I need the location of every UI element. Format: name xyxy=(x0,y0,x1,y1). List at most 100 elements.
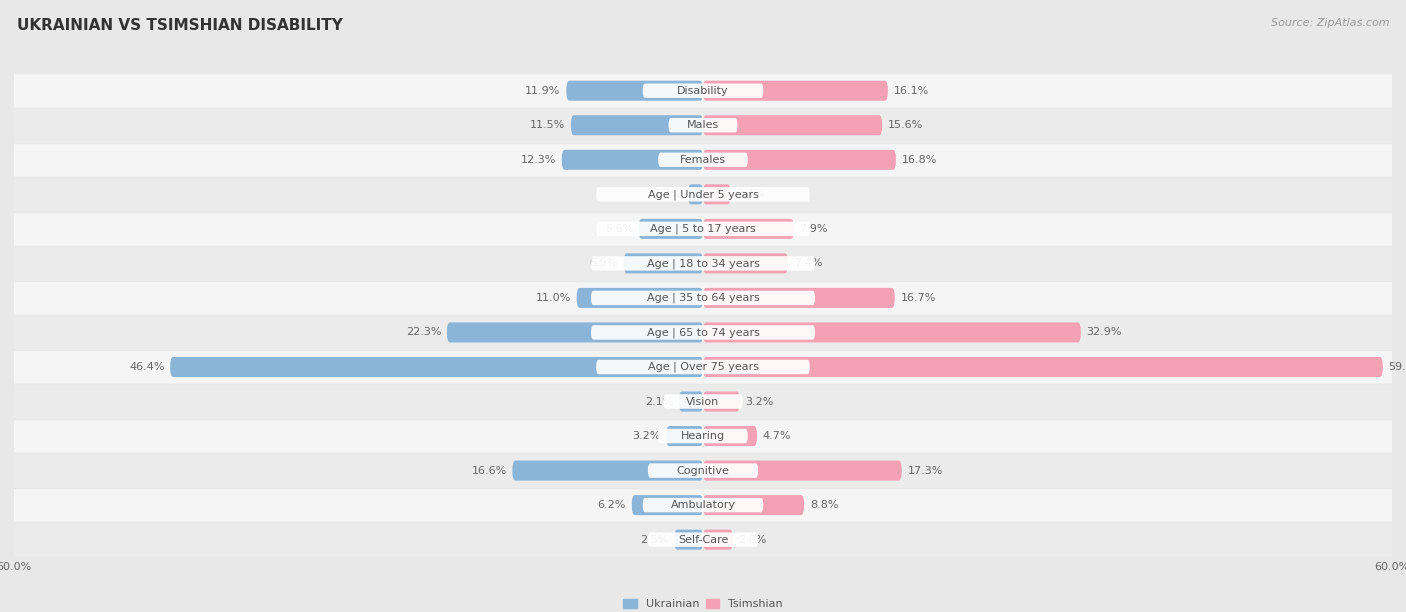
FancyBboxPatch shape xyxy=(591,291,815,305)
FancyBboxPatch shape xyxy=(703,357,1382,377)
FancyBboxPatch shape xyxy=(591,256,815,271)
Bar xyxy=(14,349,1392,384)
Text: 3.2%: 3.2% xyxy=(745,397,773,406)
FancyBboxPatch shape xyxy=(703,288,894,308)
Text: 2.6%: 2.6% xyxy=(738,535,766,545)
Text: 8.8%: 8.8% xyxy=(810,500,838,510)
FancyBboxPatch shape xyxy=(631,495,703,515)
Text: 11.5%: 11.5% xyxy=(530,120,565,130)
Legend: Ukrainian, Tsimshian: Ukrainian, Tsimshian xyxy=(623,599,783,610)
Text: 17.3%: 17.3% xyxy=(907,466,943,476)
FancyBboxPatch shape xyxy=(591,325,815,340)
Text: 15.6%: 15.6% xyxy=(887,120,924,130)
Text: Vision: Vision xyxy=(686,397,720,406)
FancyBboxPatch shape xyxy=(562,150,703,170)
Bar xyxy=(14,384,1392,419)
FancyBboxPatch shape xyxy=(688,184,703,204)
Text: 5.6%: 5.6% xyxy=(605,224,633,234)
FancyBboxPatch shape xyxy=(703,392,740,411)
Text: Males: Males xyxy=(688,120,718,130)
Text: Age | Over 75 years: Age | Over 75 years xyxy=(648,362,758,372)
FancyBboxPatch shape xyxy=(648,463,758,478)
Text: 6.2%: 6.2% xyxy=(598,500,626,510)
Text: 1.3%: 1.3% xyxy=(654,189,682,200)
FancyBboxPatch shape xyxy=(596,360,810,374)
FancyBboxPatch shape xyxy=(679,392,703,411)
FancyBboxPatch shape xyxy=(703,426,756,446)
FancyBboxPatch shape xyxy=(170,357,703,377)
Text: UKRAINIAN VS TSIMSHIAN DISABILITY: UKRAINIAN VS TSIMSHIAN DISABILITY xyxy=(17,18,343,34)
FancyBboxPatch shape xyxy=(675,529,703,550)
FancyBboxPatch shape xyxy=(703,184,731,204)
Text: 22.3%: 22.3% xyxy=(406,327,441,337)
FancyBboxPatch shape xyxy=(658,152,748,167)
Text: 16.1%: 16.1% xyxy=(894,86,929,95)
FancyBboxPatch shape xyxy=(703,461,901,480)
FancyBboxPatch shape xyxy=(624,253,703,274)
Text: Self-Care: Self-Care xyxy=(678,535,728,545)
FancyBboxPatch shape xyxy=(703,150,896,170)
Text: 16.6%: 16.6% xyxy=(471,466,506,476)
FancyBboxPatch shape xyxy=(596,222,810,236)
FancyBboxPatch shape xyxy=(703,219,794,239)
Text: 3.2%: 3.2% xyxy=(633,431,661,441)
Text: 2.4%: 2.4% xyxy=(737,189,765,200)
FancyBboxPatch shape xyxy=(669,118,738,132)
Text: Source: ZipAtlas.com: Source: ZipAtlas.com xyxy=(1271,18,1389,28)
FancyBboxPatch shape xyxy=(596,187,810,201)
Text: 46.4%: 46.4% xyxy=(129,362,165,372)
FancyBboxPatch shape xyxy=(643,83,763,98)
FancyBboxPatch shape xyxy=(648,532,758,547)
FancyBboxPatch shape xyxy=(703,81,887,101)
Text: 2.1%: 2.1% xyxy=(645,397,673,406)
Bar xyxy=(14,212,1392,246)
FancyBboxPatch shape xyxy=(512,461,703,480)
Bar xyxy=(14,453,1392,488)
Bar xyxy=(14,419,1392,453)
Text: 6.9%: 6.9% xyxy=(589,258,619,269)
Text: 32.9%: 32.9% xyxy=(1087,327,1122,337)
FancyBboxPatch shape xyxy=(638,219,703,239)
Text: Age | 65 to 74 years: Age | 65 to 74 years xyxy=(647,327,759,338)
FancyBboxPatch shape xyxy=(576,288,703,308)
FancyBboxPatch shape xyxy=(664,394,742,409)
Text: Ambulatory: Ambulatory xyxy=(671,500,735,510)
Text: Age | Under 5 years: Age | Under 5 years xyxy=(648,189,758,200)
Text: Females: Females xyxy=(681,155,725,165)
FancyBboxPatch shape xyxy=(703,115,882,135)
Text: Age | 35 to 64 years: Age | 35 to 64 years xyxy=(647,293,759,303)
Bar xyxy=(14,315,1392,349)
Bar xyxy=(14,488,1392,523)
FancyBboxPatch shape xyxy=(571,115,703,135)
FancyBboxPatch shape xyxy=(703,529,733,550)
Text: Cognitive: Cognitive xyxy=(676,466,730,476)
Text: 2.5%: 2.5% xyxy=(640,535,669,545)
FancyBboxPatch shape xyxy=(703,495,804,515)
Text: 12.3%: 12.3% xyxy=(520,155,555,165)
Bar xyxy=(14,108,1392,143)
FancyBboxPatch shape xyxy=(567,81,703,101)
Bar xyxy=(14,246,1392,281)
Bar xyxy=(14,523,1392,557)
Text: 16.7%: 16.7% xyxy=(900,293,936,303)
Bar xyxy=(14,281,1392,315)
Text: 59.2%: 59.2% xyxy=(1389,362,1406,372)
Text: 7.9%: 7.9% xyxy=(800,224,828,234)
Text: Hearing: Hearing xyxy=(681,431,725,441)
Text: 4.7%: 4.7% xyxy=(762,431,792,441)
FancyBboxPatch shape xyxy=(703,323,1081,343)
FancyBboxPatch shape xyxy=(666,426,703,446)
Text: 7.4%: 7.4% xyxy=(794,258,823,269)
Text: 16.8%: 16.8% xyxy=(901,155,936,165)
FancyBboxPatch shape xyxy=(658,429,748,443)
Text: 11.9%: 11.9% xyxy=(526,86,561,95)
Text: Age | 18 to 34 years: Age | 18 to 34 years xyxy=(647,258,759,269)
FancyBboxPatch shape xyxy=(643,498,763,512)
FancyBboxPatch shape xyxy=(447,323,703,343)
Bar xyxy=(14,143,1392,177)
Text: Age | 5 to 17 years: Age | 5 to 17 years xyxy=(650,223,756,234)
FancyBboxPatch shape xyxy=(703,253,787,274)
Bar xyxy=(14,177,1392,212)
Text: Disability: Disability xyxy=(678,86,728,95)
Bar xyxy=(14,73,1392,108)
